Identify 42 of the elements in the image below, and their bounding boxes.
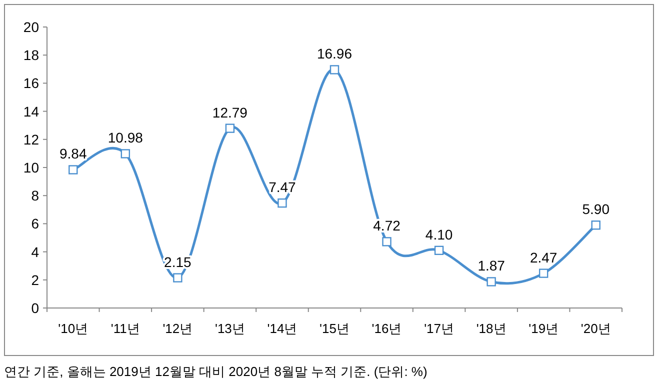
y-tick-label: 6 [31,216,40,232]
point [68,165,78,174]
data-label: 16.96 [316,46,352,62]
text: 연간 기준, 올해는 2019년 12월말 대비 2020년 8월말 누적 기준. (단위: %) [4,364,428,379]
y-tick-label: 4 [31,244,40,260]
data-label: 9.84 [60,146,87,162]
x-tick-label: '16년 [372,321,402,336]
x-tick-label: '19년 [528,321,559,336]
y-tick-label: 18 [23,47,40,64]
data-label: 2.47 [530,249,558,266]
x-tick-label: '18년 [476,321,506,336]
y-tick-label: 2 [31,272,40,288]
data-label: 12.79 [212,104,248,120]
data-label: 5.90 [582,201,610,218]
data-label: 1.87 [478,258,506,274]
x-tick-label: '20년 [580,321,611,336]
y-tick-label: 16 [23,75,40,92]
y-tick-label: 8 [31,188,40,204]
x-tick-label: '17년 [424,321,454,336]
point [591,220,600,230]
data-label: 10.98 [108,130,144,146]
y-tick-label: 20 [23,19,40,35]
point [486,277,496,286]
y-tick-label: 0 [31,300,40,316]
y-tick-label: 10 [23,160,40,176]
point [330,65,340,74]
point [382,237,392,246]
point [225,124,235,133]
point [434,246,444,255]
x-tick-label: '14년 [267,321,298,336]
x-tick-label: '13년 [214,321,245,336]
x-tick-label: '15년 [320,321,350,336]
y-tick-label: 12 [23,131,40,148]
point [538,268,548,278]
data-label: 4.10 [425,226,453,242]
x-tick-label: '10년 [58,321,88,336]
y-tick-label: 14 [23,103,40,120]
point [120,149,130,158]
point [278,198,287,208]
x-tick-label: '12년 [162,321,193,336]
x-tick-label: '11년 [110,321,140,336]
point [173,273,182,282]
